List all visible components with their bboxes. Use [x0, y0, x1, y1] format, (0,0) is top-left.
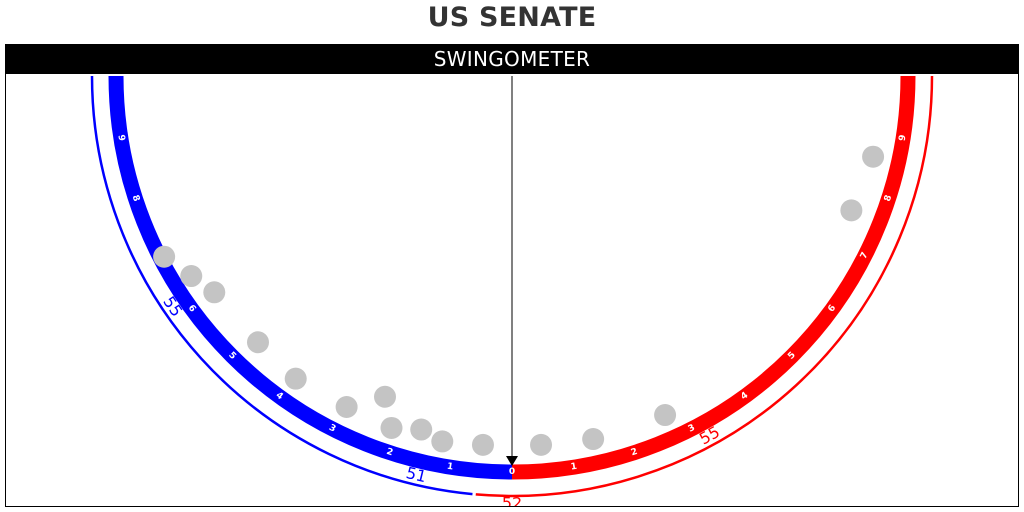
swing-tick-label: 1: [446, 462, 454, 473]
swing-tick-label: 4: [274, 390, 285, 402]
swing-tick-label: 9: [115, 134, 126, 142]
swing-pointer-arrow: [506, 456, 518, 466]
dem-seat-count-label-outer: 51: [404, 463, 428, 486]
seat-marker: [410, 418, 433, 441]
rep-seat-count-arc: [475, 75, 934, 498]
seat-marker: [582, 428, 605, 451]
swing-tick-label: 6: [186, 303, 198, 314]
seat-marker: [284, 367, 307, 390]
seat-marker: [431, 430, 454, 453]
swing-tick-label: 9: [898, 134, 909, 142]
seat-marker: [654, 404, 677, 427]
swing-tick-label: 1: [570, 462, 578, 473]
seat-marker: [530, 433, 553, 456]
seat-markers: [153, 145, 885, 456]
swing-tick-label: 2: [630, 447, 639, 458]
swing-tick-label: 0: [509, 467, 515, 477]
swing-tick-label: 5: [786, 350, 798, 362]
swing-tick-label: 8: [130, 194, 141, 203]
rep-tick-labels: 1 2 3 4 5 6 7 8 9: [570, 134, 908, 472]
swing-tick-label: 7: [859, 251, 871, 261]
swing-tick-label: 5: [226, 350, 238, 362]
seat-marker: [335, 395, 358, 418]
seat-marker: [153, 245, 176, 268]
seat-marker: [203, 281, 226, 304]
seat-marker: [862, 145, 885, 168]
rep-seat-count-label-outer: 52: [502, 494, 522, 508]
page-title: US SENATE: [427, 2, 597, 33]
seat-marker: [374, 385, 396, 408]
rep-swing-band: [511, 75, 916, 480]
swing-tick-label: 8: [883, 194, 894, 203]
panel-header: SWINGOMETER: [6, 45, 1018, 74]
swing-tick-label: 6: [826, 303, 838, 314]
swing-tick-label: 3: [687, 423, 697, 435]
swing-tick-label: 4: [739, 390, 750, 402]
seat-marker: [380, 416, 403, 439]
dem-swing-band: [108, 75, 513, 480]
seat-marker: [471, 433, 494, 456]
dem-seat-count-arc: [90, 75, 473, 496]
seat-marker: [246, 331, 269, 354]
swing-tick-label: 2: [385, 447, 394, 458]
seat-marker: [180, 265, 203, 288]
swing-tick-label: 3: [327, 423, 337, 435]
seat-marker: [840, 199, 863, 222]
